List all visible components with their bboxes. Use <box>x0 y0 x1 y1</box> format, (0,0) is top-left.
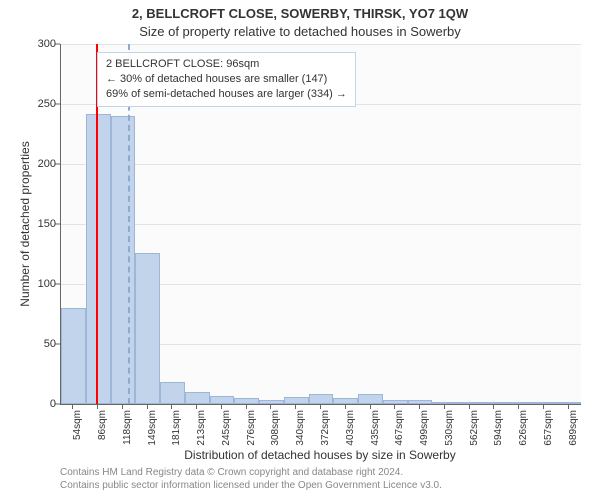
histogram-bar <box>531 402 556 404</box>
y-tick-label: 100 <box>20 278 56 290</box>
histogram-bar <box>135 253 160 404</box>
x-tick-mark <box>196 404 197 409</box>
x-tick-mark <box>320 404 321 409</box>
x-tick-mark <box>171 404 172 409</box>
histogram-bar <box>160 382 185 404</box>
annotation-box: 2 BELLCROFT CLOSE: 96sqm ← 30% of detach… <box>97 52 356 107</box>
histogram-bar <box>111 116 136 404</box>
y-tick-label: 300 <box>20 38 56 50</box>
plot-area: 2 BELLCROFT CLOSE: 96sqm ← 30% of detach… <box>60 44 581 405</box>
histogram-bar <box>457 402 482 404</box>
annotation-line: ← 30% of detached houses are smaller (14… <box>106 72 347 87</box>
x-tick-mark <box>345 404 346 409</box>
x-tick-label: 149sqm <box>147 410 158 450</box>
x-tick-mark <box>72 404 73 409</box>
x-tick-mark <box>493 404 494 409</box>
y-tick-label: 50 <box>20 338 56 350</box>
histogram-bar <box>185 392 210 404</box>
x-tick-label: 657sqm <box>543 410 554 450</box>
x-tick-mark <box>419 404 420 409</box>
y-tick-label: 0 <box>20 398 56 410</box>
x-tick-label: 499sqm <box>419 410 430 450</box>
histogram-bar <box>86 114 111 404</box>
x-tick-mark <box>444 404 445 409</box>
x-tick-mark <box>270 404 271 409</box>
x-tick-label: 626sqm <box>518 410 529 450</box>
x-axis-label: Distribution of detached houses by size … <box>60 448 580 462</box>
gridline <box>61 44 581 45</box>
x-tick-mark <box>295 404 296 409</box>
chart-title: 2, BELLCROFT CLOSE, SOWERBY, THIRSK, YO7… <box>0 6 600 21</box>
histogram-bar <box>284 397 309 404</box>
histogram-bar <box>61 308 86 404</box>
histogram-bar <box>556 402 581 404</box>
y-tick-label: 200 <box>20 158 56 170</box>
x-tick-mark <box>394 404 395 409</box>
x-tick-label: 562sqm <box>469 410 480 450</box>
x-tick-label: 530sqm <box>444 410 455 450</box>
footer-line-1: Contains HM Land Registry data © Crown c… <box>60 466 442 479</box>
x-tick-label: 372sqm <box>320 410 331 450</box>
x-tick-label: 340sqm <box>295 410 306 450</box>
x-tick-label: 435sqm <box>370 410 381 450</box>
annotation-line: 2 BELLCROFT CLOSE: 96sqm <box>106 57 347 72</box>
x-tick-label: 118sqm <box>122 410 133 450</box>
x-tick-mark <box>518 404 519 409</box>
y-tick-label: 250 <box>20 98 56 110</box>
x-tick-mark <box>221 404 222 409</box>
x-tick-mark <box>370 404 371 409</box>
x-tick-mark <box>97 404 98 409</box>
x-tick-label: 213sqm <box>196 410 207 450</box>
annotation-line: 69% of semi-detached houses are larger (… <box>106 87 347 102</box>
x-tick-mark <box>543 404 544 409</box>
x-tick-mark <box>469 404 470 409</box>
x-tick-mark <box>246 404 247 409</box>
x-tick-label: 689sqm <box>568 410 579 450</box>
x-tick-label: 54sqm <box>72 410 83 450</box>
histogram-bar <box>259 400 284 404</box>
x-tick-label: 181sqm <box>171 410 182 450</box>
histogram-bar <box>333 398 358 404</box>
x-tick-label: 245sqm <box>221 410 232 450</box>
histogram-bar <box>358 394 383 404</box>
y-tick-label: 150 <box>20 218 56 230</box>
histogram-bar <box>210 396 235 404</box>
x-tick-label: 308sqm <box>270 410 281 450</box>
histogram-bar <box>234 398 259 404</box>
gridline <box>61 164 581 165</box>
footer-attribution: Contains HM Land Registry data © Crown c… <box>60 466 442 492</box>
x-tick-mark <box>568 404 569 409</box>
histogram-bar <box>309 394 334 404</box>
chart-container: { "title": "2, BELLCROFT CLOSE, SOWERBY,… <box>0 0 600 500</box>
x-tick-label: 276sqm <box>246 410 257 450</box>
x-tick-mark <box>147 404 148 409</box>
x-tick-label: 467sqm <box>394 410 405 450</box>
footer-line-2: Contains public sector information licen… <box>60 479 442 492</box>
x-tick-label: 594sqm <box>493 410 504 450</box>
gridline <box>61 224 581 225</box>
x-tick-label: 403sqm <box>345 410 356 450</box>
x-tick-label: 86sqm <box>97 410 108 450</box>
x-tick-mark <box>122 404 123 409</box>
histogram-bar <box>432 402 457 404</box>
chart-subtitle: Size of property relative to detached ho… <box>0 24 600 39</box>
